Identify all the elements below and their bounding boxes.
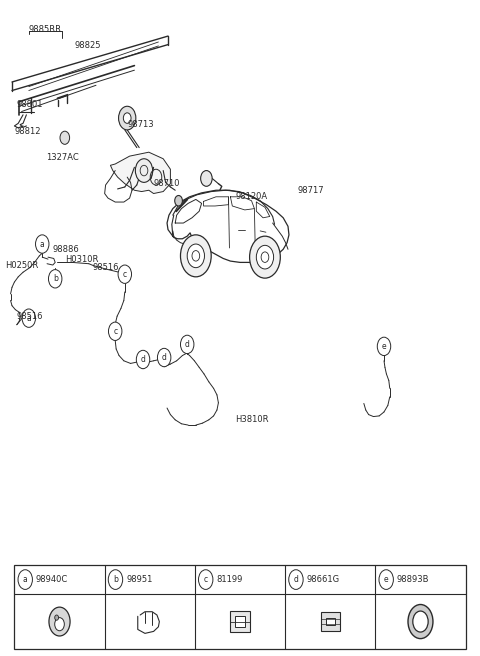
Circle shape	[60, 131, 70, 144]
Text: H3810R: H3810R	[235, 415, 269, 424]
Text: 98713: 98713	[127, 120, 154, 129]
Circle shape	[256, 245, 274, 269]
Text: 98801: 98801	[17, 100, 43, 110]
Bar	[326, 618, 335, 626]
Circle shape	[18, 569, 33, 589]
Text: d: d	[141, 355, 145, 364]
Circle shape	[377, 337, 391, 356]
Text: d: d	[162, 353, 167, 362]
Circle shape	[201, 171, 212, 186]
Polygon shape	[110, 152, 170, 194]
Text: H0310R: H0310R	[65, 255, 98, 264]
Text: 98812: 98812	[14, 127, 41, 136]
Circle shape	[22, 309, 36, 327]
Bar	[230, 611, 250, 632]
Text: 98825: 98825	[74, 41, 101, 51]
Circle shape	[55, 618, 64, 631]
Text: d: d	[185, 340, 190, 349]
Circle shape	[119, 106, 136, 130]
Text: a: a	[26, 314, 31, 323]
Text: c: c	[113, 327, 117, 336]
Text: 98710: 98710	[154, 179, 180, 188]
Text: 98951: 98951	[126, 575, 153, 584]
Text: 98717: 98717	[298, 186, 324, 195]
Circle shape	[187, 244, 204, 268]
Text: b: b	[113, 575, 118, 584]
Text: 98886: 98886	[53, 245, 80, 254]
Bar	[321, 613, 340, 631]
Text: a: a	[40, 239, 45, 249]
Text: 98940C: 98940C	[36, 575, 68, 584]
Circle shape	[413, 611, 428, 632]
Text: c: c	[204, 575, 208, 584]
Text: d: d	[293, 575, 299, 584]
Bar	[14, 565, 466, 649]
Circle shape	[408, 605, 433, 639]
Circle shape	[250, 236, 280, 278]
Circle shape	[136, 350, 150, 369]
Text: 98893B: 98893B	[397, 575, 429, 584]
Circle shape	[199, 569, 213, 589]
Text: a: a	[23, 575, 28, 584]
Circle shape	[379, 569, 394, 589]
Text: 98516: 98516	[17, 312, 43, 321]
Text: e: e	[382, 342, 386, 351]
Circle shape	[118, 265, 132, 283]
Text: c: c	[123, 270, 127, 279]
Circle shape	[55, 615, 59, 621]
Bar	[235, 617, 245, 627]
Circle shape	[175, 195, 182, 206]
Circle shape	[108, 569, 123, 589]
Text: 1327AC: 1327AC	[46, 153, 78, 162]
Text: 9885RR: 9885RR	[29, 25, 62, 34]
Circle shape	[49, 607, 70, 636]
Circle shape	[180, 235, 211, 277]
Circle shape	[180, 335, 194, 354]
Circle shape	[157, 348, 171, 367]
Circle shape	[108, 322, 122, 340]
Circle shape	[289, 569, 303, 589]
Text: e: e	[384, 575, 388, 584]
Circle shape	[135, 159, 153, 182]
Circle shape	[123, 113, 131, 123]
Text: 98661G: 98661G	[307, 575, 340, 584]
Text: 81199: 81199	[216, 575, 243, 584]
Text: b: b	[53, 274, 58, 283]
Text: 98120A: 98120A	[235, 192, 267, 201]
Text: 98516: 98516	[93, 263, 119, 272]
Text: H0250R: H0250R	[5, 260, 38, 270]
Circle shape	[36, 235, 49, 253]
Circle shape	[48, 270, 62, 288]
